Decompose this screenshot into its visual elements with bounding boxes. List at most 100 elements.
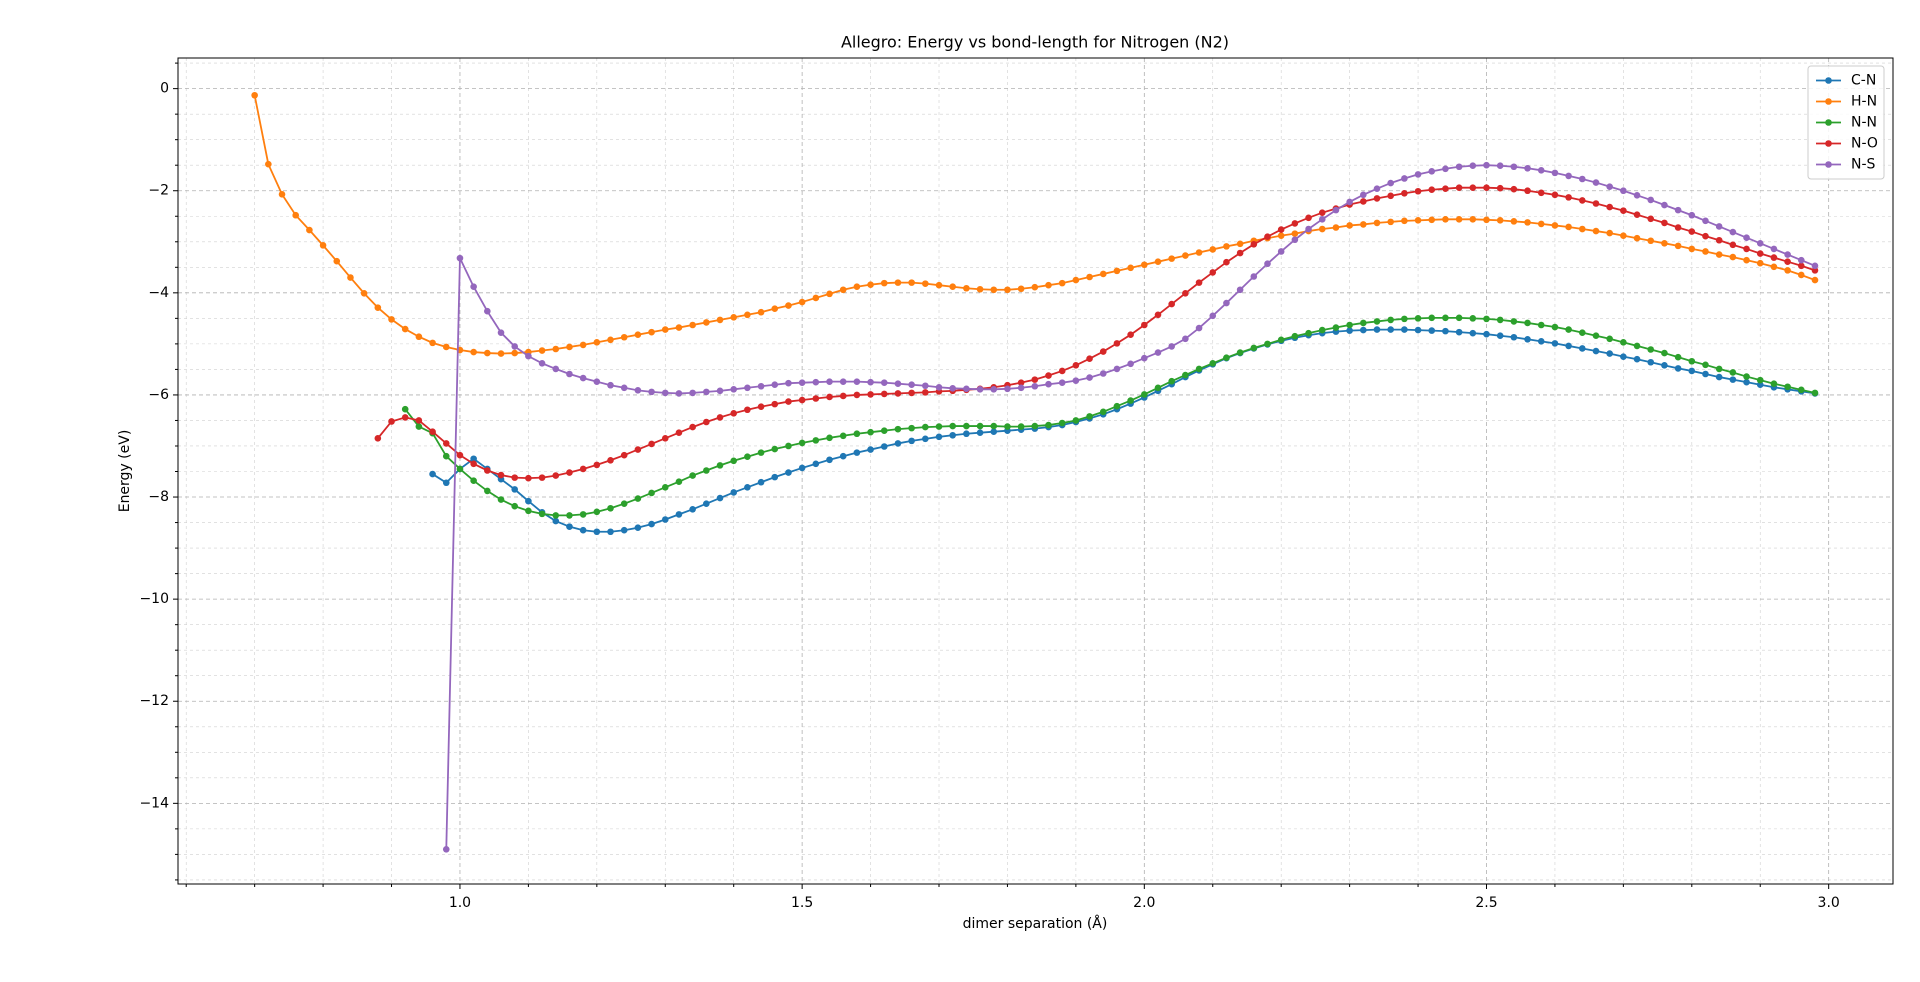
data-point — [456, 254, 464, 262]
data-point — [278, 191, 286, 198]
data-point — [538, 510, 546, 518]
data-point — [1318, 216, 1326, 223]
data-point — [1469, 162, 1477, 170]
data-point — [839, 378, 847, 385]
data-point — [1592, 227, 1600, 235]
data-point — [1524, 219, 1531, 226]
data-point — [771, 305, 779, 312]
data-point — [1674, 224, 1682, 231]
data-point — [798, 298, 806, 306]
data-point — [661, 326, 669, 333]
data-point — [963, 430, 970, 438]
legend-marker — [1825, 140, 1832, 147]
data-point — [1756, 376, 1764, 384]
data-point — [1469, 184, 1477, 191]
data-point — [388, 418, 395, 425]
data-point — [1633, 192, 1641, 199]
data-point — [593, 461, 601, 469]
data-point — [1729, 253, 1737, 261]
data-point — [1182, 335, 1189, 343]
data-point — [1483, 161, 1490, 169]
data-point — [1729, 228, 1737, 236]
data-point — [949, 384, 956, 392]
data-point — [976, 285, 984, 293]
data-point — [593, 339, 601, 346]
data-point — [1633, 342, 1641, 350]
series-line — [377, 186, 1816, 480]
data-point — [1661, 240, 1668, 247]
data-point — [1674, 353, 1682, 361]
data-point — [1579, 345, 1586, 352]
data-point — [401, 325, 409, 333]
data-point — [908, 279, 915, 286]
data-point — [1264, 233, 1271, 240]
data-point — [1620, 353, 1627, 360]
data-point — [1797, 262, 1805, 270]
data-point — [1004, 286, 1011, 294]
data-point — [744, 453, 751, 461]
data-point — [1031, 422, 1039, 430]
data-point — [593, 508, 601, 516]
data-point — [1318, 209, 1326, 216]
data-point — [1414, 217, 1422, 224]
data-point — [1579, 197, 1586, 204]
data-point — [1729, 376, 1737, 383]
data-point — [1551, 191, 1559, 199]
data-point — [1770, 263, 1778, 271]
data-point — [1045, 281, 1052, 289]
data-point — [1428, 168, 1436, 175]
data-point — [716, 387, 724, 395]
data-point — [265, 160, 272, 168]
data-point — [744, 484, 751, 491]
legend-marker — [1825, 161, 1832, 168]
data-point — [1715, 373, 1723, 381]
data-point — [1811, 389, 1819, 397]
data-point — [839, 286, 847, 294]
data-point — [429, 428, 436, 435]
data-point — [607, 504, 614, 512]
data-point — [648, 489, 655, 497]
data-point — [812, 294, 820, 302]
data-point — [675, 390, 683, 397]
data-point — [634, 446, 642, 453]
data-point — [1305, 214, 1312, 222]
data-point — [1223, 243, 1230, 250]
data-point — [1620, 339, 1627, 346]
data-point — [1182, 290, 1189, 297]
data-point — [1209, 312, 1217, 320]
data-point — [744, 311, 751, 319]
data-point — [1661, 201, 1668, 209]
data-point — [812, 395, 820, 402]
y-tick-label: −6 — [148, 387, 169, 403]
data-point — [922, 280, 929, 287]
data-point — [1756, 259, 1764, 267]
data-point — [1647, 196, 1655, 204]
data-point — [1031, 376, 1039, 383]
data-point — [1702, 361, 1709, 369]
data-point — [1414, 315, 1422, 322]
data-point — [607, 456, 614, 464]
data-point — [1661, 219, 1668, 227]
data-point — [1633, 211, 1641, 219]
data-point — [1442, 327, 1449, 335]
data-point — [1551, 323, 1559, 331]
data-point — [1715, 236, 1723, 244]
data-point — [867, 428, 874, 436]
data-point — [620, 500, 628, 507]
data-point — [908, 389, 915, 397]
data-point — [675, 324, 683, 331]
data-point — [470, 283, 477, 291]
data-point — [1031, 382, 1039, 390]
data-point — [1579, 225, 1586, 233]
data-point — [511, 349, 519, 357]
data-point — [785, 469, 792, 476]
data-point — [401, 405, 409, 413]
y-tick-label: 0 — [160, 81, 169, 97]
data-point — [730, 489, 737, 496]
data-point — [1469, 216, 1477, 223]
data-point — [1045, 421, 1052, 429]
data-point — [1743, 378, 1750, 386]
data-point — [812, 437, 820, 444]
data-point — [1797, 256, 1805, 264]
data-point — [1154, 258, 1162, 265]
